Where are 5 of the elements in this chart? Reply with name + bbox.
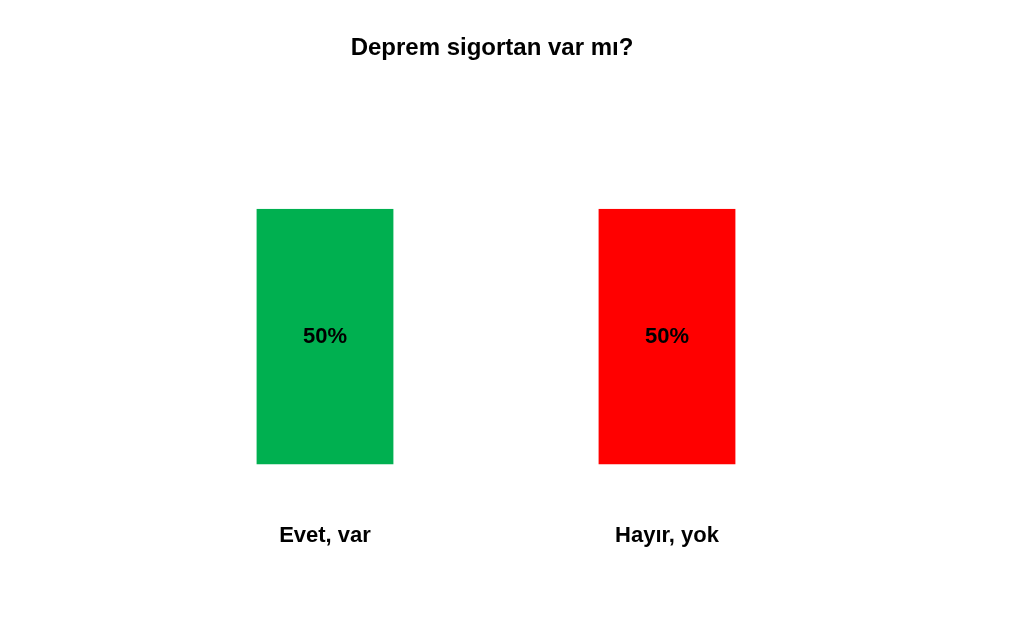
- chart-title: Deprem sigortan var mı?: [350, 33, 634, 61]
- x-tick-label: Hayır, yok: [615, 521, 720, 547]
- data-label: 50%: [644, 322, 690, 348]
- data-label: 50%: [302, 322, 348, 348]
- x-tick-label: Evet, var: [279, 521, 372, 547]
